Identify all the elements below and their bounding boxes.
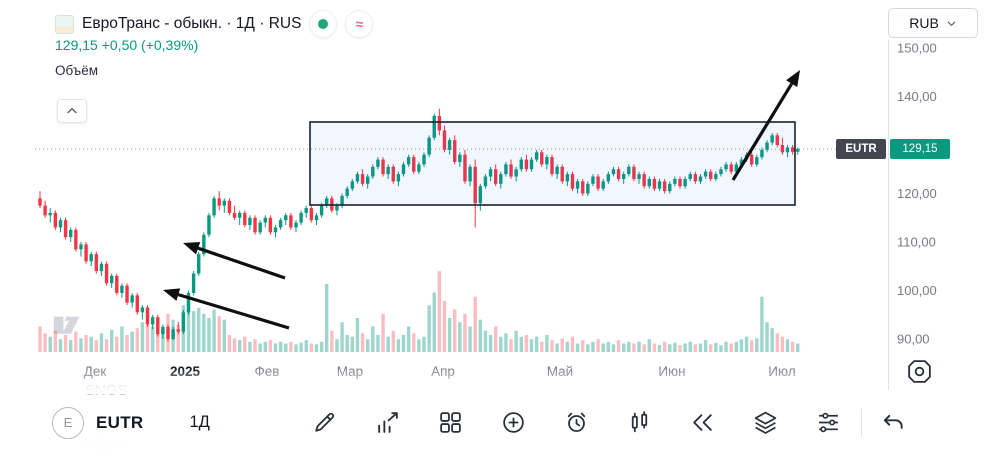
candlestick-icon (631, 411, 647, 433)
market-open-dot-icon (318, 19, 329, 29)
pencil-icon (315, 412, 334, 432)
layout-grid-icon (440, 412, 461, 433)
instrument-logo (55, 14, 74, 34)
rewind-icon (693, 414, 712, 431)
arrow-head (163, 288, 181, 301)
collapse-pane-button[interactable] (57, 99, 87, 123)
volume-label: Объём (55, 63, 99, 78)
currency-select[interactable]: RUB (888, 8, 978, 38)
arrow-head (786, 70, 800, 88)
gear-icon (908, 360, 931, 383)
undo-button[interactable] (878, 408, 908, 438)
plus-circle-icon (503, 412, 524, 433)
scale-settings-button[interactable] (906, 358, 933, 388)
price-axis-label: 110,00 (897, 235, 936, 250)
interval-button[interactable]: 1Д (189, 413, 210, 431)
object-tree-button[interactable] (814, 408, 843, 437)
symbol-avatar: Е (52, 406, 84, 439)
market-status-badge[interactable] (309, 10, 338, 38)
volume-series (38, 271, 800, 352)
price-axis-label: 150,00 (897, 41, 937, 56)
drawing-tools-button[interactable] (310, 408, 339, 437)
undo-arrow-icon (883, 414, 903, 429)
layout-grid-button[interactable] (436, 408, 465, 437)
price-axis-label: 90,00 (897, 332, 930, 347)
toolbar-divider (860, 408, 862, 437)
candlestick-series (38, 108, 800, 342)
alerts-button[interactable] (562, 408, 591, 437)
arrow-annotation (197, 246, 286, 280)
price-change: +0,50 (+0,39%) (101, 37, 199, 53)
data-mode-badge[interactable]: ≈ (345, 10, 374, 38)
toolbar-fade (0, 368, 880, 394)
sliders-icon (818, 412, 838, 433)
alarm-clock-icon (567, 412, 586, 432)
toolbar-symbol-label: EUTR (96, 412, 144, 432)
layers-button[interactable] (751, 408, 780, 437)
arrow-head (183, 242, 201, 255)
toolbar-icons (310, 408, 843, 437)
trend-box-annotation (309, 121, 796, 206)
currency-label: RUB (909, 15, 939, 31)
price-axis-label: 100,00 (897, 283, 937, 298)
chevron-up-icon (67, 108, 77, 114)
tradingview-logo (52, 308, 92, 343)
chevron-down-icon (947, 21, 956, 26)
arrow-annotation (177, 293, 290, 330)
last-price-tag: 129,15 (890, 139, 950, 159)
last-price: 129,15 (55, 37, 98, 53)
chart-type-button[interactable] (625, 408, 654, 437)
drawing-annotations[interactable] (163, 70, 800, 330)
symbol-price-tag: EUTR (836, 139, 886, 159)
bottom-toolbar: Е EUTR 1Д (0, 395, 1000, 450)
chart-canvas[interactable]: 150,00140,00130,00120,00110,00100,0090,0… (0, 0, 1000, 392)
arrow-annotation (731, 82, 794, 181)
price-axis[interactable]: 150,00140,00130,00120,00110,00100,0090,0… (897, 41, 937, 347)
indicators-icon (378, 412, 398, 433)
add-button[interactable] (499, 408, 528, 437)
symbol-button[interactable]: Е EUTR (52, 406, 144, 439)
last-price-row: 129,15 +0,50 (+0,39%) (55, 37, 198, 53)
symbol-title: ЕвроТранс - обыкн. · 1Д · RUS (82, 15, 302, 32)
approx-icon: ≈ (355, 16, 364, 32)
replay-button[interactable] (688, 408, 717, 437)
price-axis-label: 120,00 (897, 186, 937, 201)
layers-icon (754, 411, 777, 434)
price-axis-label: 140,00 (897, 89, 937, 104)
indicators-button[interactable] (373, 408, 402, 437)
